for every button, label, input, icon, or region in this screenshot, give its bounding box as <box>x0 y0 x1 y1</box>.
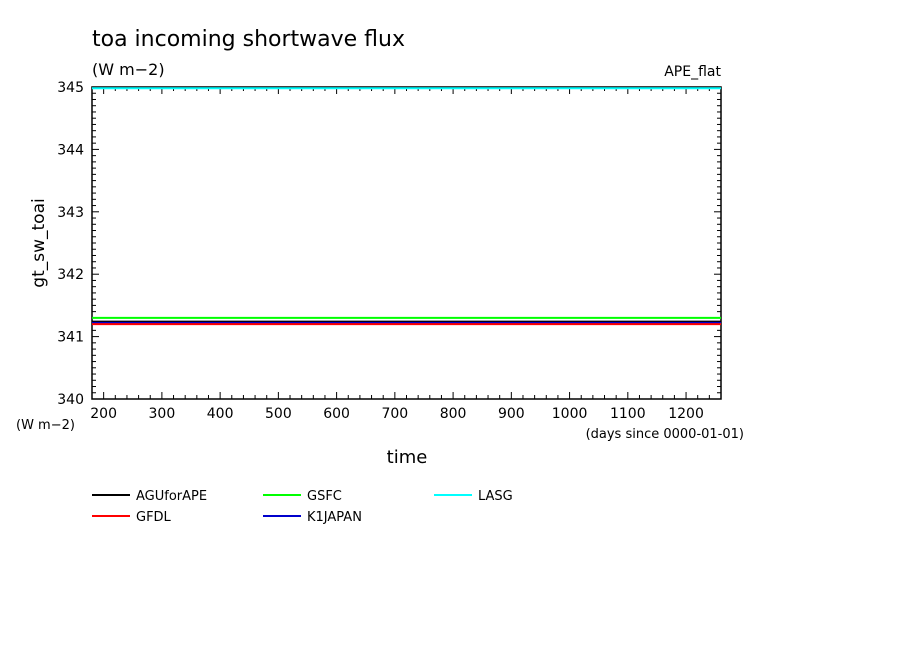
chart-title: toa incoming shortwave flux <box>92 27 405 52</box>
x-tick-label: 500 <box>265 406 292 422</box>
experiment-label: APE_flat <box>664 64 721 80</box>
y-tick-label: 342 <box>57 267 84 283</box>
plot-area: 200 300 400 500 600 700 800 900 1000 1100 1200 340 3… <box>57 80 722 422</box>
legend: AGUforAPE GFDL GSFC K1JAPAN LASG <box>92 489 513 525</box>
x-tick-label: 900 <box>498 406 525 422</box>
y-tick-label: 341 <box>57 330 84 346</box>
x-tick-label: 300 <box>149 406 176 422</box>
plot-frame <box>91 86 722 400</box>
x-axis-label: time <box>387 447 428 468</box>
legend-label: K1JAPAN <box>307 510 362 525</box>
x-tick-label: 600 <box>323 406 350 422</box>
x-tick-label: 400 <box>207 406 234 422</box>
x-tick-label: 200 <box>90 406 117 422</box>
legend-label: GSFC <box>307 489 342 504</box>
x-tick-label: 1100 <box>610 406 646 422</box>
y-tick-label: 343 <box>57 205 84 221</box>
title-units: (W m−2) <box>92 60 165 79</box>
y-axis-label: gt_sw_toai <box>29 198 49 287</box>
legend-label: LASG <box>478 489 513 504</box>
y-tick-label: 345 <box>57 80 84 96</box>
x-tick-label: 1200 <box>668 406 704 422</box>
y-tick-label: 340 <box>57 392 84 408</box>
legend-label: AGUforAPE <box>136 489 207 504</box>
x-tick-label: 700 <box>381 406 408 422</box>
legend-label: GFDL <box>136 510 172 525</box>
x-tick-label: 800 <box>440 406 467 422</box>
y-tick-label: 344 <box>57 142 84 158</box>
y-axis-units: (W m−2) <box>16 418 75 433</box>
x-axis-units: (days since 0000-01-01) <box>586 427 744 442</box>
x-tick-label: 1000 <box>552 406 588 422</box>
